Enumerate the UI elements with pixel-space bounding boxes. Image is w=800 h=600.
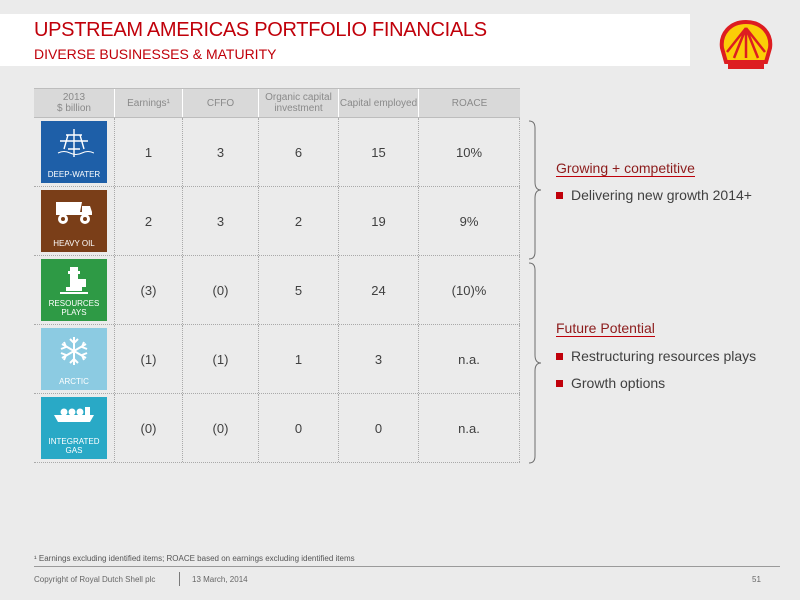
table-row: HEAVY OIL 2 3 2 19 9% (34, 187, 520, 256)
header-unit: $ billion (57, 103, 91, 114)
value-cell: (0) (182, 256, 258, 324)
value-cell: 5 (258, 256, 338, 324)
value-cell: n.a. (418, 325, 520, 393)
value-cell: 6 (258, 118, 338, 186)
segment-label: HEAVY OIL (53, 238, 95, 248)
table-row: RESOURCES PLAYS (3) (0) 5 24 (10)% (34, 256, 520, 325)
value-cell: n.a. (418, 394, 520, 462)
value-cell: (1) (114, 325, 182, 393)
value-cell: (10)% (418, 256, 520, 324)
segment-label: INTEGRATED GAS (48, 437, 100, 455)
drilling-tower-icon (60, 267, 88, 294)
shell-pecten-icon (719, 19, 773, 69)
column-header: Organic capital investment (258, 89, 338, 117)
value-cell: 1 (258, 325, 338, 393)
bullet-text: Delivering new growth 2014+ (571, 187, 752, 203)
segment-cell: INTEGRATED GAS (34, 394, 114, 462)
header-year-unit: 2013 $ billion (34, 89, 114, 117)
value-cell: 2 (258, 187, 338, 255)
header-year: 2013 (62, 92, 86, 103)
value-cell: (0) (114, 394, 182, 462)
footnote: ¹ Earnings excluding identified items; R… (34, 554, 355, 563)
bracket-future (528, 262, 542, 464)
title-bar (0, 14, 690, 66)
bracket-growing (528, 120, 542, 260)
segment-cell: HEAVY OIL (34, 187, 114, 255)
value-cell: 3 (182, 187, 258, 255)
value-cell: (3) (114, 256, 182, 324)
value-cell: 2 (114, 187, 182, 255)
future-heading: Future Potential (556, 320, 655, 337)
value-cell: 24 (338, 256, 418, 324)
bullet-square-icon (556, 192, 563, 199)
lng-ship-icon (54, 407, 94, 422)
segment-tile-heavy-oil: HEAVY OIL (41, 190, 107, 252)
footer-date: 13 March, 2014 (192, 575, 248, 584)
value-cell: (1) (182, 325, 258, 393)
column-header: CFFO (182, 89, 258, 117)
segment-label: DEEP-WATER (47, 169, 101, 179)
value-cell: 15 (338, 118, 418, 186)
value-cell: 10% (418, 118, 520, 186)
financials-table: 2013 $ billion Earnings¹ CFFO Organic ca… (34, 88, 520, 463)
footer-separator (179, 572, 180, 586)
segment-label: RESOURCES PLAYS (48, 299, 100, 317)
value-cell: 0 (258, 394, 338, 462)
oil-rig-icon (57, 129, 94, 157)
column-header: Earnings¹ (114, 89, 182, 117)
bullet-item: Growth options (556, 374, 665, 393)
segment-cell: ARCTIC (34, 325, 114, 393)
value-cell: 0 (338, 394, 418, 462)
column-header: Capital employed (338, 89, 418, 117)
bullet-text: Restructuring resources plays (571, 348, 757, 364)
segment-tile-deep-water: DEEP-WATER (41, 121, 107, 183)
value-cell: (0) (182, 394, 258, 462)
segment-tile-resources-plays: RESOURCES PLAYS (41, 259, 107, 321)
table-row: INTEGRATED GAS (0) (0) 0 0 n.a. (34, 394, 520, 463)
segment-cell: RESOURCES PLAYS (34, 256, 114, 324)
bullet-square-icon (556, 380, 563, 387)
bullet-square-icon (556, 353, 563, 360)
segment-tile-arctic: ARCTIC (41, 328, 107, 390)
value-cell: 3 (182, 118, 258, 186)
segment-cell: DEEP-WATER (34, 118, 114, 186)
page-number: 51 (752, 575, 761, 584)
bullet-text: Growth options (571, 375, 666, 391)
page-subtitle: DIVERSE BUSINESSES & MATURITY (34, 46, 277, 62)
segment-tile-integrated-gas: INTEGRATED GAS (41, 397, 107, 459)
value-cell: 9% (418, 187, 520, 255)
snowflake-icon (60, 337, 88, 365)
bullet-item: Restructuring resources plays (556, 347, 756, 366)
table-header: 2013 $ billion Earnings¹ CFFO Organic ca… (34, 88, 520, 118)
footer-divider (34, 566, 780, 567)
value-cell: 19 (338, 187, 418, 255)
value-cell: 1 (114, 118, 182, 186)
bullet-item: Delivering new growth 2014+ (556, 186, 756, 205)
table-row: DEEP-WATER 1 3 6 15 10% (34, 118, 520, 187)
growing-heading: Growing + competitive (556, 160, 695, 177)
column-header: ROACE (418, 89, 520, 117)
dump-truck-icon (56, 202, 92, 224)
table-row: ARCTIC (1) (1) 1 3 n.a. (34, 325, 520, 394)
footer-copyright: Copyright of Royal Dutch Shell plc (34, 575, 156, 584)
future-heading-text: Future Potential (556, 320, 655, 337)
value-cell: 3 (338, 325, 418, 393)
segment-label: ARCTIC (59, 376, 89, 386)
growing-heading-text: Growing + competitive (556, 160, 695, 177)
page-title: UPSTREAM AMERICAS PORTFOLIO FINANCIALS (34, 19, 487, 41)
